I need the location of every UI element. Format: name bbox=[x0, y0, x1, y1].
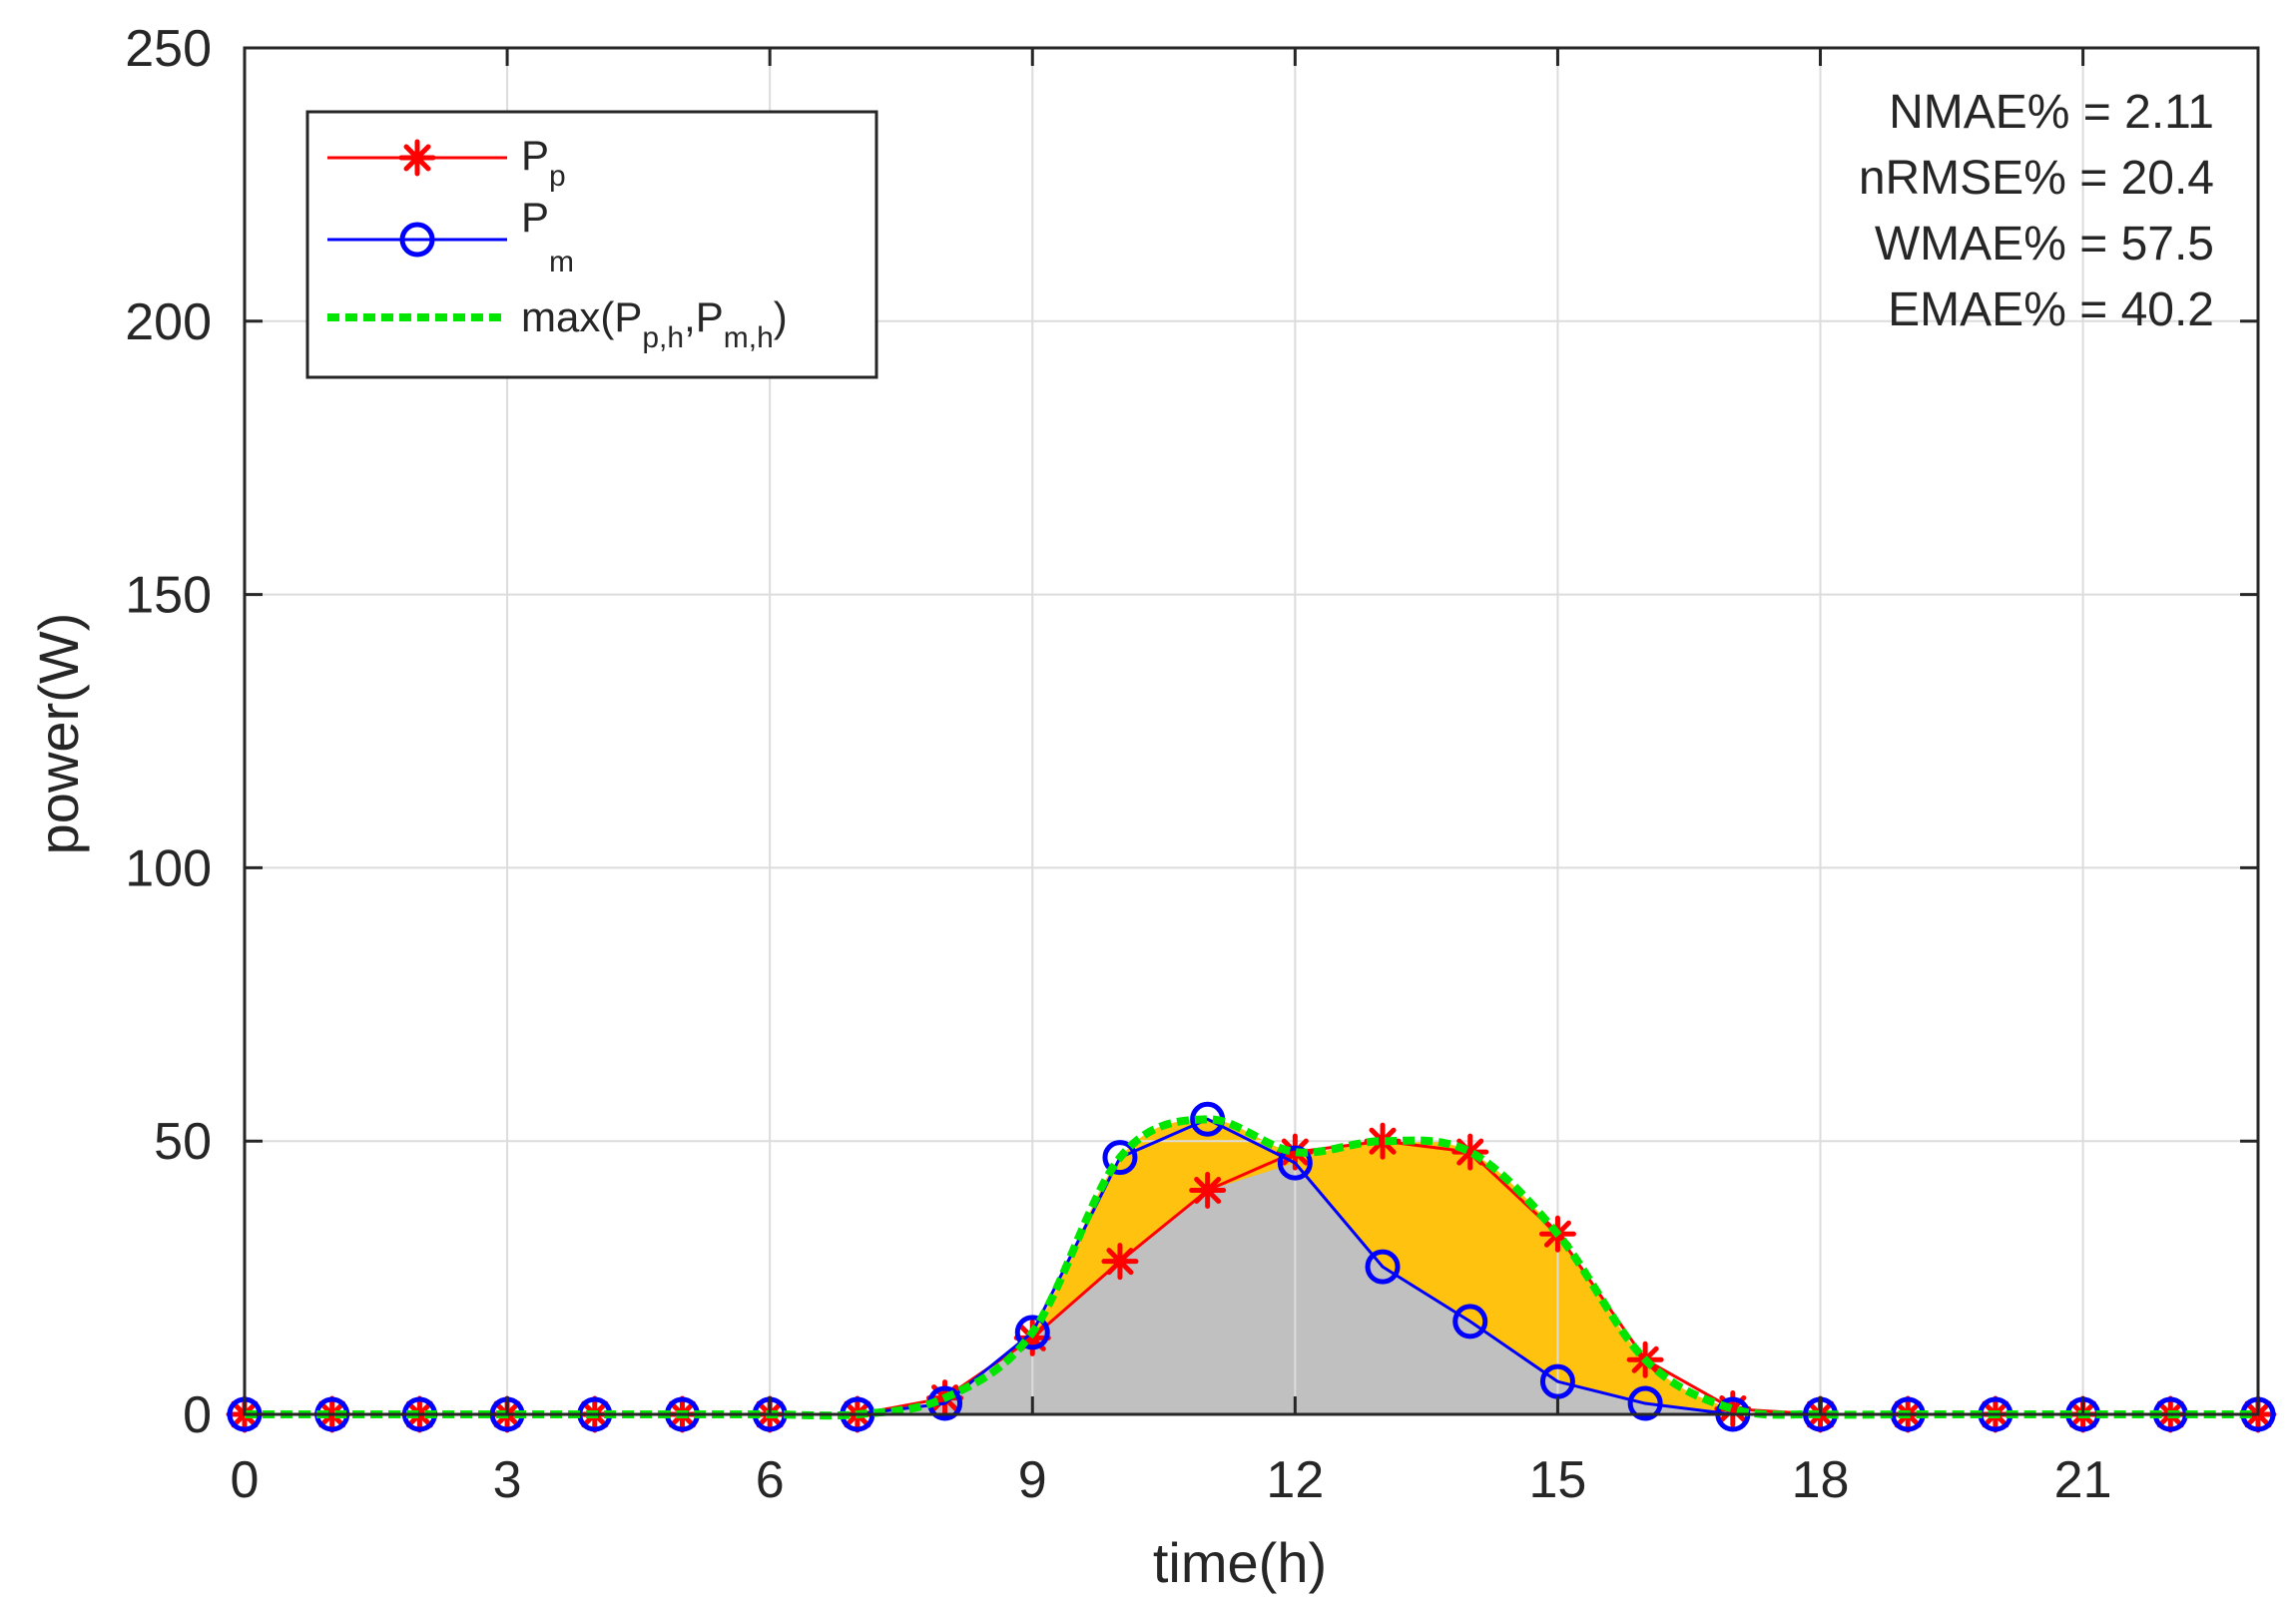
legend-pm-marker bbox=[399, 222, 435, 258]
series-pm-marker bbox=[1102, 1140, 1138, 1176]
series-pm-marker bbox=[1452, 1304, 1488, 1340]
legend-pp-marker bbox=[398, 139, 436, 177]
series-pm-marker bbox=[1627, 1385, 1663, 1421]
legend-max-label: max(Pp,h,Pm,h) bbox=[521, 293, 788, 354]
x-tick-label: 9 bbox=[1018, 1451, 1047, 1509]
y-axis-label: power(W) bbox=[27, 613, 90, 855]
y-tick-label: 150 bbox=[125, 567, 212, 625]
legend-max-part-1: max(P bbox=[521, 293, 642, 340]
series-pp-marker bbox=[1451, 1133, 1489, 1171]
legend-max-part-2: p,h bbox=[642, 321, 684, 354]
tick-label-layer: 0 3 6 9 12 15 18 21 0 50 100 150 200 250 bbox=[125, 20, 2111, 1509]
axes-layer bbox=[243, 46, 2260, 1416]
legend-pm-sub: m bbox=[549, 246, 574, 278]
legend: P p P m max(Pp,h,Pm,h) bbox=[305, 110, 878, 379]
y-tick-label: 250 bbox=[125, 20, 212, 78]
x-tick-label: 3 bbox=[493, 1451, 522, 1509]
series-pm-marker bbox=[1365, 1249, 1401, 1285]
legend-pm-main: P bbox=[521, 194, 549, 241]
legend-max-part-4: m,h bbox=[724, 321, 774, 354]
legend-pp-sub: p bbox=[549, 160, 566, 193]
series-pm-marker bbox=[1277, 1145, 1313, 1181]
legend-max-part-3: ,P bbox=[684, 293, 724, 340]
fill-layer bbox=[245, 1119, 2258, 1416]
x-tick-label: 15 bbox=[1529, 1451, 1587, 1509]
x-axis-label: time(h) bbox=[1153, 1531, 1327, 1594]
metric-nrmse: nRMSE% = 20.4 bbox=[1859, 152, 2214, 205]
y-tick-label: 0 bbox=[183, 1386, 212, 1444]
series-pp-marker bbox=[1101, 1243, 1139, 1281]
plot-area-border bbox=[243, 46, 2260, 1416]
metric-wmae: WMAE% = 57.5 bbox=[1875, 218, 2214, 270]
x-tick-label: 12 bbox=[1266, 1451, 1324, 1509]
x-tick-label: 6 bbox=[756, 1451, 785, 1509]
metric-nmae: NMAE% = 2.11 bbox=[1889, 86, 2214, 139]
y-tick-label: 50 bbox=[154, 1113, 212, 1171]
series-pm-marker bbox=[1014, 1315, 1050, 1350]
legend-item-max: max(Pp,h,Pm,h) bbox=[327, 293, 788, 354]
legend-max-part-5: ) bbox=[774, 293, 788, 340]
legend-pp-main: P bbox=[521, 132, 549, 179]
y-tick-label: 200 bbox=[125, 293, 212, 351]
x-tick-label: 18 bbox=[1792, 1451, 1850, 1509]
metric-emae: EMAE% = 40.2 bbox=[1888, 283, 2214, 336]
series-pp-marker bbox=[1189, 1171, 1227, 1209]
y-tick-label: 100 bbox=[125, 839, 212, 897]
x-tick-label: 0 bbox=[231, 1451, 260, 1509]
metrics-annotation: NMAE% = 2.11 nRMSE% = 20.4 WMAE% = 57.5 … bbox=[1859, 86, 2214, 336]
legend-item-pp: P p bbox=[327, 132, 566, 193]
x-tick-label: 21 bbox=[2054, 1451, 2112, 1509]
overlap-area-fill bbox=[245, 1163, 2258, 1414]
legend-item-pm: P m bbox=[327, 194, 574, 278]
